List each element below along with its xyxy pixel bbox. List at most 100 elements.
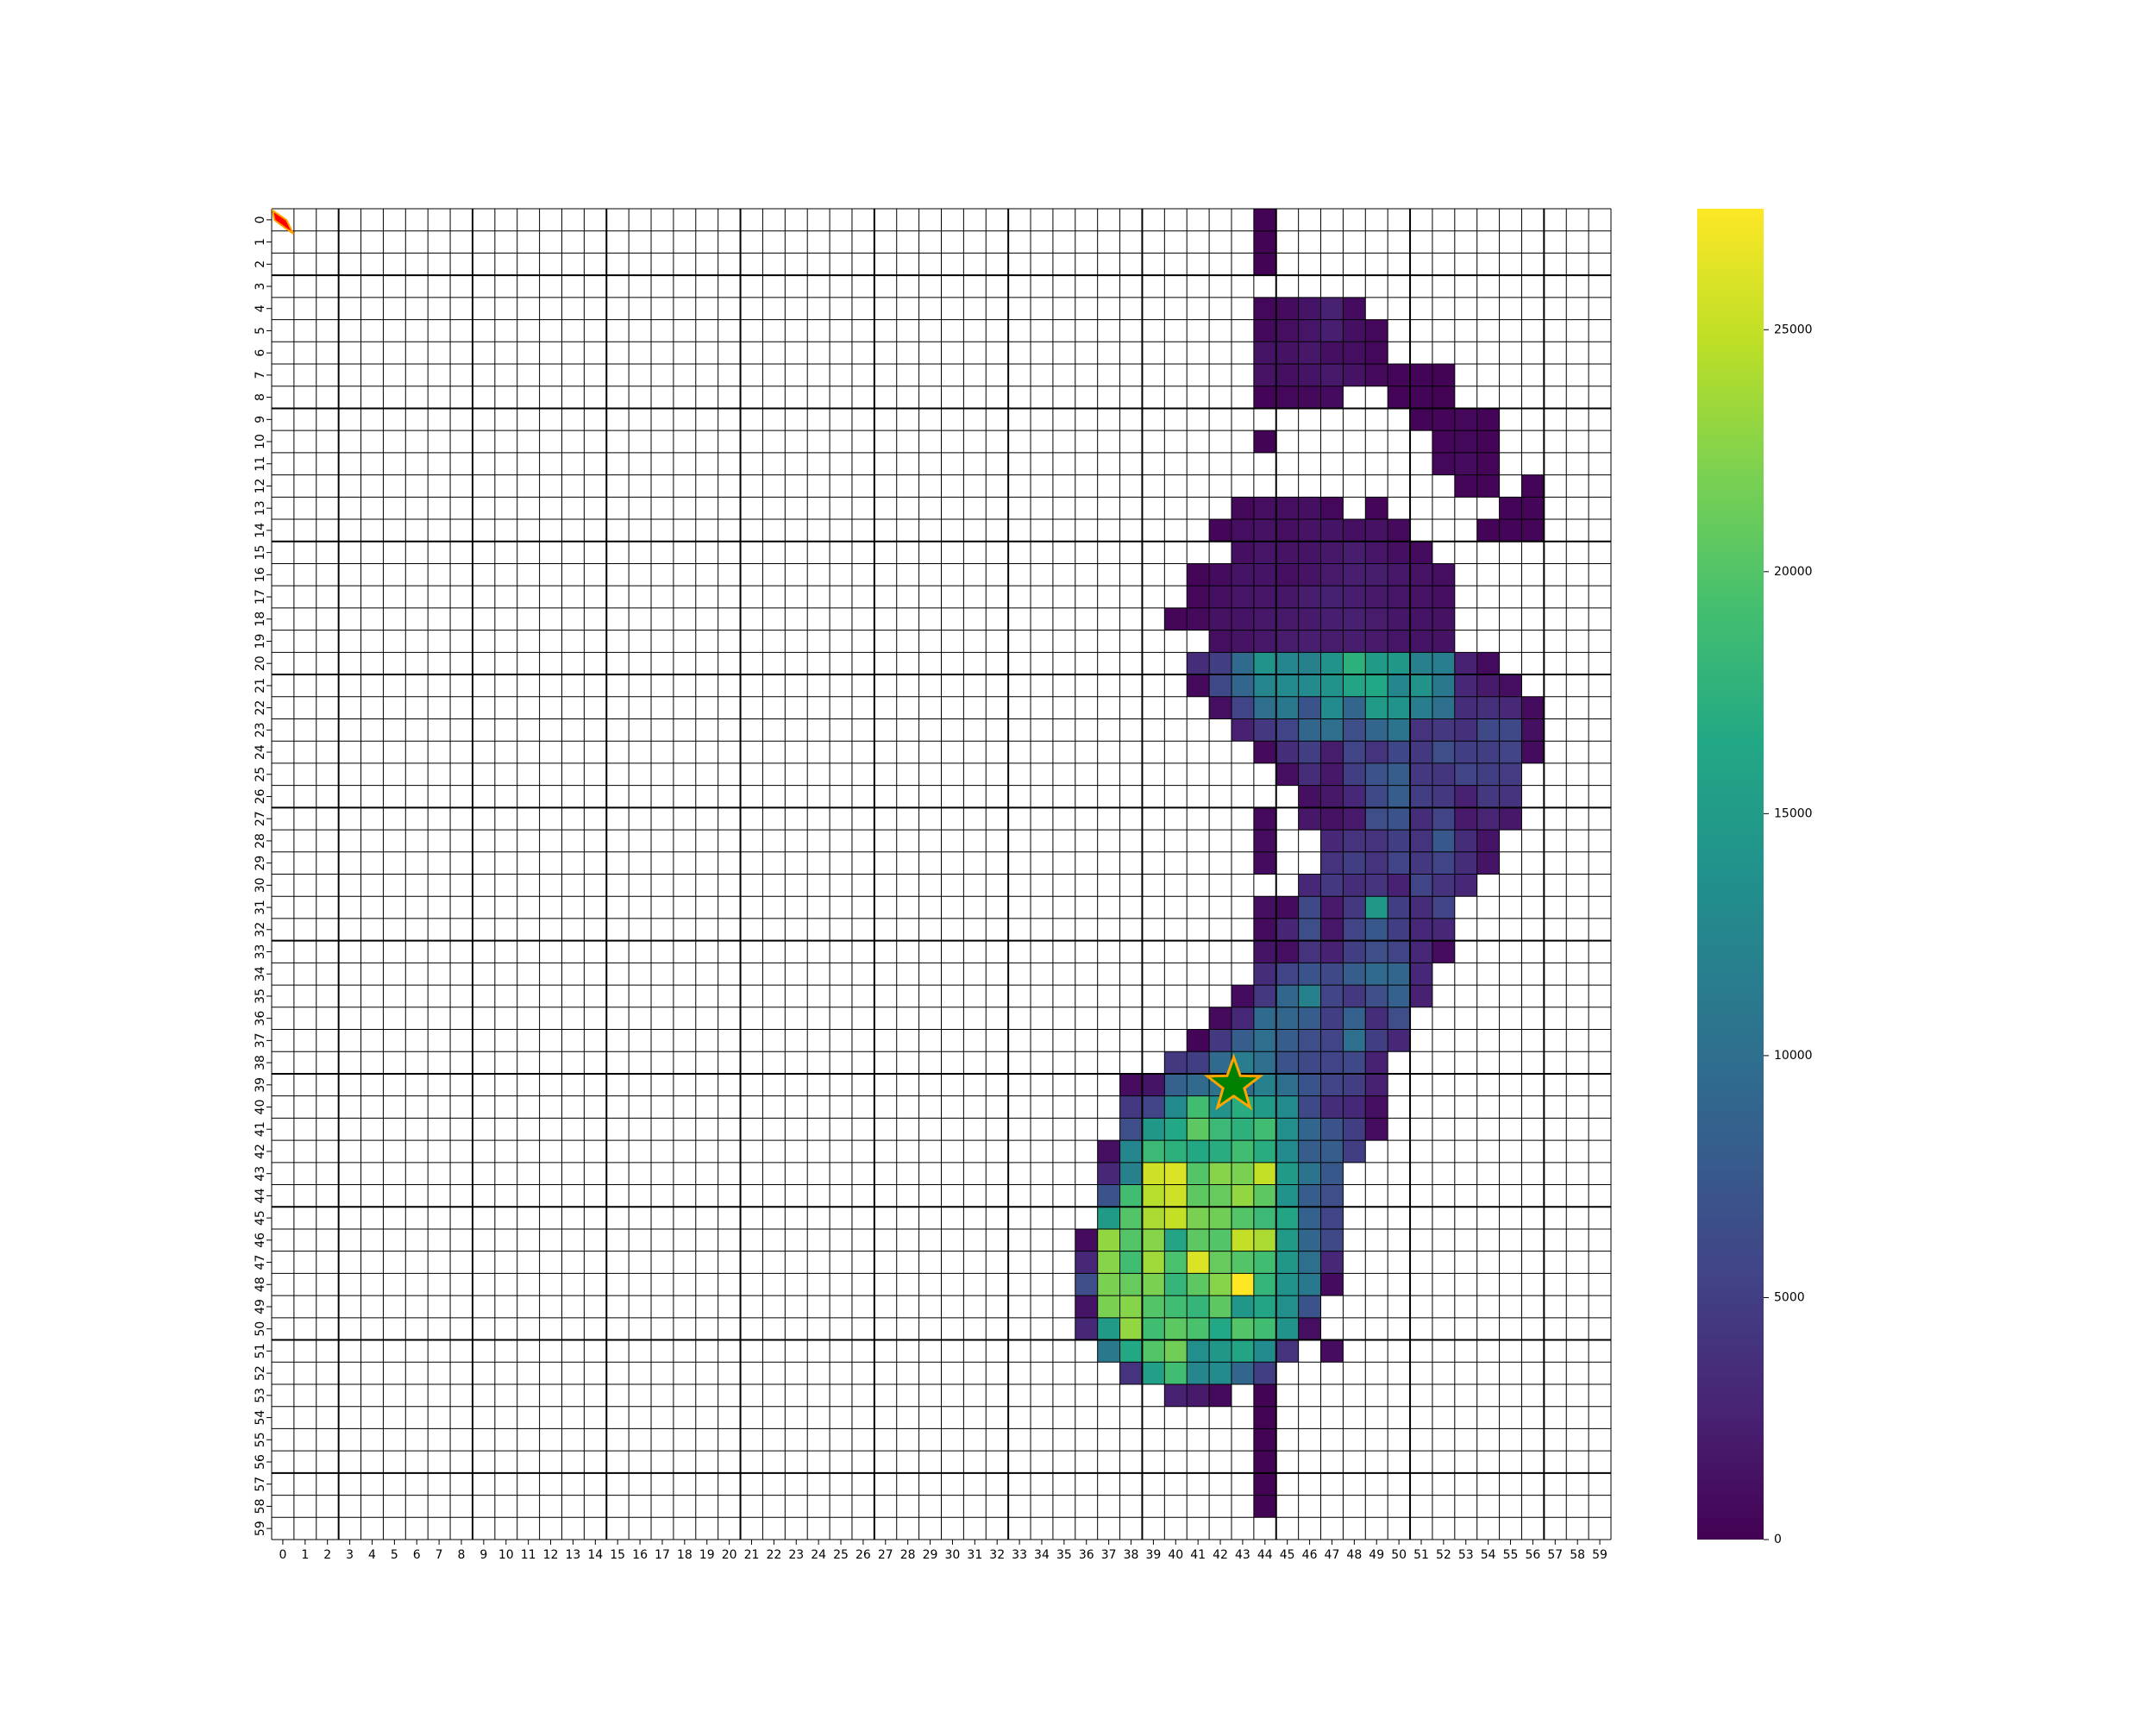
x-tick-label: 15 — [610, 1548, 625, 1562]
x-tick-label: 56 — [1525, 1548, 1540, 1562]
heatmap-cell — [1365, 718, 1388, 742]
heatmap-cell — [1476, 696, 1500, 719]
heatmap-cell — [1476, 851, 1500, 875]
heatmap-cell — [1476, 519, 1500, 542]
heatmap-cell — [1164, 1140, 1188, 1163]
y-tick-label: 51 — [254, 1343, 267, 1358]
heatmap-cell — [1275, 541, 1299, 564]
heatmap-cell — [1432, 386, 1455, 409]
heatmap-cell — [1320, 1007, 1344, 1030]
heatmap-cell — [1320, 563, 1344, 586]
heatmap-cell — [1432, 830, 1455, 852]
x-tick-label: 49 — [1369, 1548, 1384, 1562]
heatmap-cell — [1298, 718, 1321, 742]
heatmap-cell — [1298, 1029, 1321, 1052]
heatmap-cell — [1275, 1162, 1299, 1185]
heatmap-cell — [1298, 741, 1321, 763]
heatmap-cell — [1298, 874, 1321, 897]
y-tick-label: 45 — [254, 1210, 267, 1226]
heatmap-cell — [1298, 297, 1321, 320]
x-tick-label: 32 — [989, 1548, 1005, 1562]
heatmap-cell — [1410, 718, 1432, 742]
heatmap-cell — [1164, 1295, 1188, 1318]
heatmap-cell — [1298, 652, 1321, 675]
heatmap-cell — [1187, 1362, 1210, 1384]
heatmap-cell — [1320, 1273, 1344, 1296]
heatmap-cell — [1187, 1273, 1210, 1296]
x-tick-label: 28 — [900, 1548, 916, 1562]
heatmap-cell — [1298, 762, 1321, 786]
heatmap-cell — [1187, 1073, 1210, 1096]
heatmap-cell — [1253, 1228, 1276, 1251]
heatmap-cell — [1298, 586, 1321, 608]
heatmap-cell — [1320, 1051, 1344, 1074]
heatmap-cell — [1343, 1118, 1366, 1141]
heatmap-cell — [1499, 785, 1522, 808]
x-tick-label: 33 — [1012, 1548, 1027, 1562]
heatmap-cell — [1365, 963, 1388, 986]
heatmap-cell — [1476, 741, 1500, 763]
heatmap-cell — [1454, 674, 1477, 697]
heatmap-cell — [1187, 1317, 1210, 1340]
heatmap-cell — [1231, 1228, 1254, 1251]
heatmap-cell — [1454, 474, 1477, 498]
heatmap-cell — [1365, 563, 1388, 586]
heatmap-cell — [1209, 563, 1232, 586]
heatmap-cell — [1365, 762, 1388, 786]
heatmap-cell — [1187, 1184, 1210, 1208]
heatmap-cell — [1432, 630, 1455, 653]
y-tick-label: 12 — [254, 479, 267, 494]
x-tick-label: 40 — [1168, 1548, 1183, 1562]
x-tick-label: 21 — [744, 1548, 760, 1562]
heatmap-cell — [1275, 319, 1299, 342]
heatmap-cell — [1187, 1051, 1210, 1074]
heatmap-cell — [1097, 1273, 1120, 1296]
y-tick-label: 4 — [254, 304, 267, 312]
y-tick-label: 38 — [254, 1055, 267, 1070]
heatmap-cell — [1388, 519, 1411, 542]
heatmap-cell — [1275, 918, 1299, 941]
x-tick-label: 13 — [566, 1548, 581, 1562]
heatmap-cell — [1365, 1051, 1388, 1074]
heatmap-cell — [1209, 1339, 1232, 1363]
x-tick-label: 8 — [458, 1548, 466, 1562]
heatmap-cell — [1164, 1051, 1188, 1074]
heatmap-cell — [1253, 830, 1276, 852]
heatmap-cell — [1187, 1029, 1210, 1052]
heatmap-cell — [1187, 586, 1210, 608]
heatmap-cell — [1097, 1251, 1120, 1274]
colorbar-tick-label: 25000 — [1774, 323, 1813, 336]
y-tick-label: 8 — [254, 393, 267, 401]
heatmap-cell — [1187, 652, 1210, 675]
heatmap-cell — [1119, 1095, 1143, 1119]
heatmap-cell — [1253, 741, 1276, 763]
y-tick-label: 3 — [254, 283, 267, 291]
heatmap-cell — [1410, 386, 1432, 409]
heatmap-cell — [1298, 1051, 1321, 1074]
heatmap-cell — [1499, 762, 1522, 786]
heatmap-cell — [1209, 607, 1232, 630]
heatmap-cell — [1320, 1207, 1344, 1229]
heatmap-cell — [1275, 386, 1299, 409]
heatmap-cell — [1253, 1362, 1276, 1384]
heatmap-cell — [1410, 830, 1432, 852]
x-tick-label: 1 — [301, 1548, 309, 1562]
y-tick-label: 53 — [254, 1388, 267, 1403]
heatmap-cell — [1365, 741, 1388, 763]
heatmap-cell — [1275, 563, 1299, 586]
x-tick-label: 23 — [788, 1548, 804, 1562]
heatmap-cell — [1253, 1118, 1276, 1141]
heatmap-cell — [1253, 1095, 1276, 1119]
y-tick-label: 27 — [254, 811, 267, 826]
heatmap-cell — [1119, 1273, 1143, 1296]
heatmap-cell — [1410, 874, 1432, 897]
heatmap-cell — [1454, 762, 1477, 786]
heatmap-cell — [1253, 1383, 1276, 1407]
heatmap-cells — [1075, 209, 1545, 1518]
heatmap-cell — [1298, 896, 1321, 919]
heatmap-cell — [1119, 1251, 1143, 1274]
heatmap-cell — [1142, 1140, 1165, 1163]
heatmap-cell — [1298, 940, 1321, 963]
heatmap-cell — [1119, 1140, 1143, 1163]
colorbar-tick-label: 15000 — [1774, 806, 1813, 820]
